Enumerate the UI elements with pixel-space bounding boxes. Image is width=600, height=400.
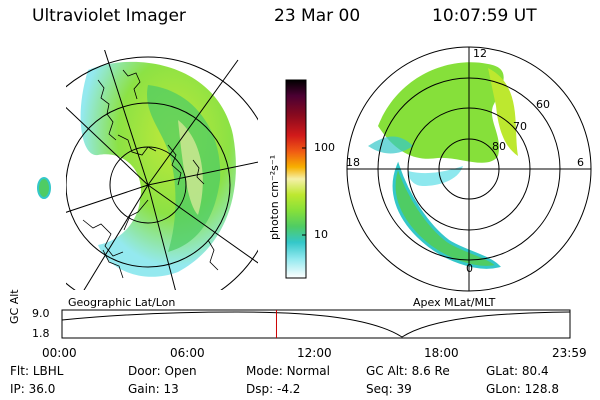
status-label: GC Alt: (366, 364, 408, 378)
status-value: -4.2 (276, 382, 301, 396)
timeline-xtick-1200: 12:00 (297, 346, 332, 360)
status-label: Seq: (366, 382, 393, 396)
timeline-xtick-0600: 06:00 (170, 346, 205, 360)
date-label: 23 Mar 00 (274, 6, 361, 26)
status-value: 80.4 (521, 364, 549, 378)
status-label: GLon: (486, 382, 521, 396)
status-label: IP: (10, 382, 25, 396)
emission-bright (178, 120, 203, 215)
auroral-oval-edge (488, 68, 518, 156)
orbit-timeline (61, 309, 571, 339)
mlt-label-0: 0 (466, 262, 473, 275)
lat-circle (66, 56, 258, 290)
status-glon: GLon: 128.8 (486, 382, 559, 396)
status-flt: Flt: LBHL (10, 364, 63, 378)
status-gain: Gain: 13 (128, 382, 179, 396)
status-value: 8.6 Re (411, 364, 450, 378)
status-gc-alt: GC Alt: 8.6 Re (366, 364, 450, 378)
timeline-ytick-min: 1.8 (32, 327, 50, 340)
orbit-altitude-curve (61, 311, 571, 338)
meridians (66, 50, 258, 290)
status-value: Open (164, 364, 197, 378)
mlat-label-70: 70 (513, 120, 527, 133)
status-mode: Mode: Normal (246, 364, 330, 378)
lat-circle (66, 102, 231, 268)
colorbar (285, 79, 307, 279)
status-value: 128.8 (524, 382, 559, 396)
status-value: LBHL (32, 364, 64, 378)
mlt-label-6: 6 (577, 156, 584, 169)
emission-fragment (37, 177, 51, 199)
colorbar-unit-label: photon cm⁻²s⁻¹ (268, 154, 281, 240)
status-label: Flt: (10, 364, 29, 378)
time-label: 10:07:59 UT (432, 6, 537, 26)
status-label: GLat: (486, 364, 519, 378)
mlat-label-80: 80 (492, 140, 506, 153)
magnetic-polar-plot (346, 46, 592, 292)
emission-core (147, 85, 221, 252)
auroral-oval-cyan (368, 136, 413, 154)
mlt-label-12: 12 (473, 47, 487, 60)
timeline-ytick-max: 9.0 (32, 307, 50, 320)
auroral-oval-lower (392, 161, 501, 269)
status-seq: Seq: 39 (366, 382, 412, 396)
timeline-xtick-2359: 23:59 (552, 346, 587, 360)
colorbar-tick-100: 100 (314, 141, 335, 154)
mlat-label-60: 60 (536, 98, 550, 111)
timeline-xtick-1800: 18:00 (424, 346, 459, 360)
coastlines (82, 69, 219, 279)
left-panel-caption: Geographic Lat/Lon (68, 296, 176, 309)
status-value: 36.0 (28, 382, 56, 396)
status-value: Normal (286, 364, 330, 378)
status-label: Gain: (128, 382, 160, 396)
status-glat: GLat: 80.4 (486, 364, 549, 378)
mlt-label-18: 18 (346, 156, 360, 169)
status-ip: IP: 36.0 (10, 382, 55, 396)
auroral-oval-inner (408, 166, 463, 186)
timeline-xtick-0000: 00:00 (42, 346, 77, 360)
instrument-title: Ultraviolet Imager (32, 6, 186, 26)
status-door: Door: Open (128, 364, 197, 378)
status-value: 13 (163, 382, 179, 396)
timeline-ylabel: GC Alt (8, 289, 21, 324)
status-dsp: Dsp: -4.2 (246, 382, 300, 396)
status-label: Door: (128, 364, 161, 378)
status-value: 39 (396, 382, 412, 396)
geographic-map (37, 50, 258, 290)
auroral-oval-upper (378, 62, 504, 163)
right-panel-caption: Apex MLat/MLT (413, 296, 496, 309)
status-label: Dsp: (246, 382, 274, 396)
status-label: Mode: (246, 364, 283, 378)
colorbar-tick-10: 10 (314, 228, 328, 241)
